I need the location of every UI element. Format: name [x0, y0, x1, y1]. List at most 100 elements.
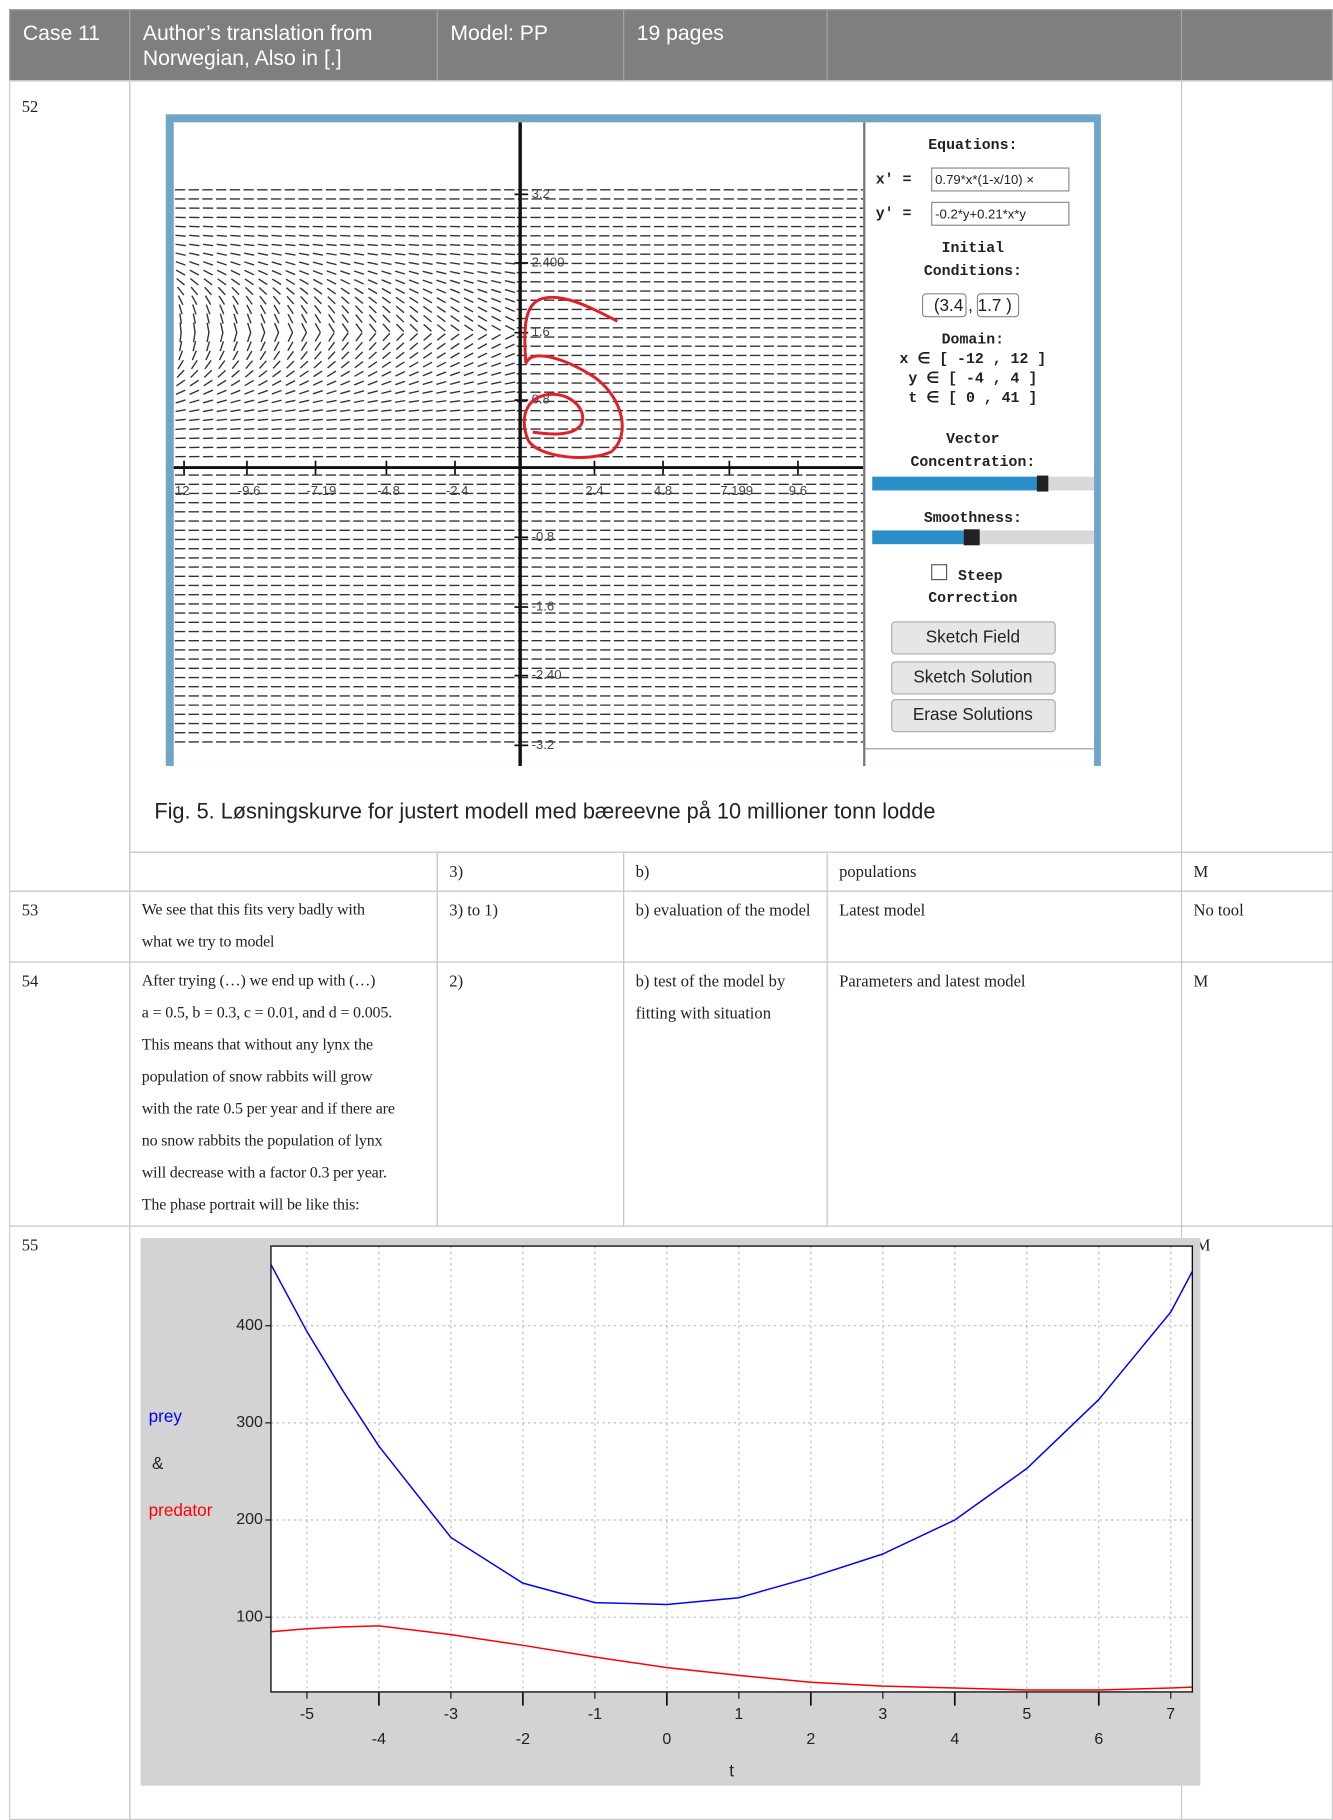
slope-dash [272, 429, 282, 430]
slope-dash [340, 245, 350, 246]
slope-dash [354, 236, 364, 237]
slope-dash [203, 429, 213, 430]
x-tick-label: 4.8 [654, 483, 672, 498]
domain-line: y ∈ [ -4 , 4 ] [908, 371, 1037, 387]
slider-handle [1037, 476, 1048, 492]
slider-fill [872, 530, 963, 544]
slope-dash [299, 419, 309, 420]
slope-dash [258, 235, 268, 236]
slope-dash [491, 410, 501, 411]
slope-dash [368, 419, 378, 420]
slope-dash [258, 429, 268, 430]
slope-dash [436, 410, 446, 411]
slope-dash [436, 245, 446, 246]
slope-dash [272, 235, 282, 236]
panel-title: Smoothness: [924, 511, 1022, 527]
panel-title: Initial [942, 241, 1005, 257]
x-tick-label: 3 [878, 1706, 887, 1723]
legend-label: prey [149, 1406, 183, 1426]
checkbox [932, 565, 947, 580]
initial-values: (3.4 , 1.7 ) [934, 295, 1012, 315]
slope-dash [244, 235, 254, 236]
slope-dash [477, 254, 487, 255]
x-tick-label: -2 [516, 1731, 530, 1748]
slope-dash [354, 419, 364, 420]
slope-dash [313, 235, 323, 236]
figures: 12-9.6-7.19-4.8-2.42.44.87.1999.63.22.40… [0, 0, 1333, 1793]
x-tick-label: -4 [372, 1731, 386, 1748]
slope-dash [381, 245, 391, 246]
y-tick-label: 1.6 [532, 324, 550, 339]
panel-title: Concentration: [910, 455, 1035, 471]
legend-label: & [152, 1453, 164, 1473]
x-tick-label: -5 [300, 1706, 314, 1723]
slope-dash [505, 410, 515, 411]
slope-dash [450, 410, 460, 411]
slope-dash [354, 245, 364, 246]
x-tick-label: 12 [175, 483, 190, 498]
x-tick-label: 4 [950, 1731, 959, 1748]
slope-dash [409, 420, 419, 421]
slope-dash [217, 429, 227, 430]
slope-dash [326, 419, 336, 420]
slope-dash [299, 235, 309, 236]
domain-line: x ∈ [ -12 , 12 ] [900, 352, 1047, 368]
panel-title: Domain: [942, 332, 1004, 348]
slope-dash [180, 323, 181, 333]
x-tick-label: -4.8 [377, 483, 400, 498]
slope-dash [340, 236, 350, 237]
slope-dash [450, 420, 460, 421]
slope-dash [464, 245, 474, 246]
button-label: Sketch Field [926, 626, 1020, 646]
x-axis-label: t [729, 1760, 734, 1780]
slope-dash [477, 245, 487, 246]
slope-dash [368, 236, 378, 237]
y-tick-label: -1.6 [532, 599, 555, 614]
slope-dash [217, 235, 227, 236]
slope-dash [422, 420, 432, 421]
x-tick-label: -7.19 [306, 483, 336, 498]
equation-input: -0.2*y+0.21*x*y [935, 206, 1026, 221]
slope-dash [285, 419, 295, 420]
slope-dash [313, 419, 323, 420]
y-tick-label: 200 [236, 1511, 263, 1528]
slope-dash [326, 235, 336, 236]
y-tick-label: -0.8 [532, 529, 555, 544]
x-tick-label: -3 [444, 1706, 458, 1723]
button-label: Erase Solutions [913, 704, 1033, 724]
x-tick-label: 5 [1022, 1706, 1031, 1723]
y-tick-label: 3.2 [532, 186, 550, 201]
slope-dash [491, 245, 501, 246]
slope-dash [422, 410, 432, 411]
slope-dash [230, 235, 240, 236]
slope-dash [285, 235, 295, 236]
slope-dash [464, 254, 474, 255]
slope-dash [189, 235, 199, 236]
x-tick-label: 1 [734, 1706, 743, 1723]
equation-input: 0.79*x*(1-x/10) × [935, 172, 1034, 187]
slider-handle [964, 529, 980, 545]
slope-dash [477, 410, 487, 411]
slope-dash [422, 245, 432, 246]
slope-dash [436, 420, 446, 421]
x-tick-label: 9.6 [789, 483, 807, 498]
panel-title: Equations: [928, 138, 1017, 154]
x-tick-label: 0 [662, 1731, 671, 1748]
y-tick-label: 400 [236, 1317, 263, 1334]
button-label: Sketch Solution [913, 666, 1032, 686]
panel-title: Conditions: [924, 264, 1022, 280]
slope-dash [285, 429, 295, 430]
x-tick-label: -1 [588, 1706, 602, 1723]
y-tick-label: 100 [236, 1608, 263, 1625]
slope-dash [258, 419, 268, 420]
document: Case 11 Author’s translation from Norweg… [0, 0, 1333, 1793]
x-tick-label: -9.6 [238, 483, 261, 498]
slope-dash [491, 254, 501, 255]
slope-dash [272, 419, 282, 420]
slope-dash [230, 429, 240, 430]
slope-dash [340, 419, 350, 420]
slope-dash [505, 401, 515, 402]
slope-dash [381, 420, 391, 421]
domain-line: t ∈ [ 0 , 41 ] [908, 391, 1037, 407]
x-tick-label: 2 [806, 1731, 815, 1748]
